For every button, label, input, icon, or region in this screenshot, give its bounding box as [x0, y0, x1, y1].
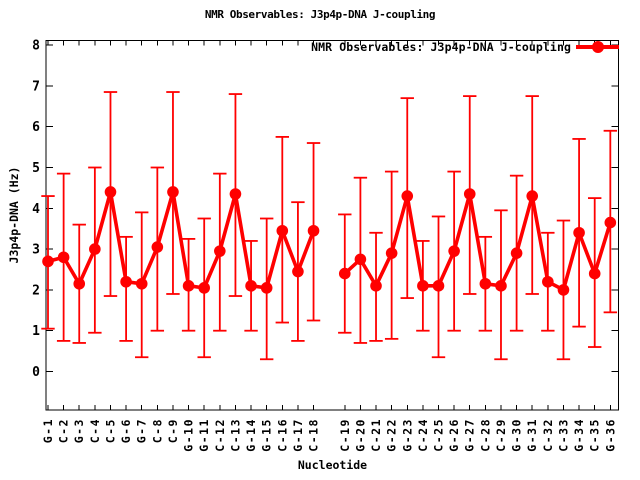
x-tick-label: C-29 [494, 418, 508, 452]
data-line [343, 193, 613, 293]
data-point [151, 241, 164, 253]
data-point [198, 282, 210, 294]
x-tick-label: G-30 [510, 418, 524, 452]
data-point [526, 190, 539, 202]
y-tick-label: 5 [32, 161, 40, 176]
data-point [135, 277, 148, 290]
y-tick-label: 2 [32, 283, 40, 298]
x-tick-label: C-9 [166, 418, 180, 443]
data-point [89, 243, 101, 255]
data-point [557, 284, 570, 296]
x-tick-label: C-21 [369, 418, 383, 452]
x-tick-label: G-14 [244, 418, 258, 452]
x-axis-title: Nucleotide [297, 458, 368, 472]
x-tick-label: G-10 [182, 418, 196, 452]
data-point [479, 277, 492, 290]
x-tick-label: C-33 [556, 418, 570, 452]
y-tick-label: 7 [32, 79, 40, 94]
x-tick-label: G-26 [447, 418, 461, 452]
x-tick-label: G-17 [291, 418, 305, 452]
data-point [42, 255, 54, 268]
data-point [417, 280, 429, 292]
x-tick-label: C-18 [307, 418, 321, 452]
data-point [245, 280, 257, 292]
data-point [354, 253, 367, 266]
x-tick-label: G-23 [400, 418, 414, 452]
x-tick-label: C-5 [103, 418, 117, 443]
data-point [495, 280, 507, 292]
y-axis-title: J3p4p-DNA (Hz) [7, 166, 21, 264]
y-tick-label: 3 [32, 243, 40, 258]
x-tick-label: G-7 [135, 418, 149, 443]
data-point [573, 226, 585, 239]
x-tick-label: G-3 [72, 418, 86, 443]
data-point [385, 247, 398, 259]
data-point [588, 267, 601, 280]
data-point [182, 280, 195, 292]
data-point [604, 216, 617, 229]
data-point [432, 280, 445, 292]
x-tick-label: G-11 [197, 418, 211, 452]
y-tick-label: 8 [32, 39, 40, 54]
data-point [104, 186, 117, 198]
data-point [463, 188, 476, 200]
x-tick-label: C-25 [432, 418, 446, 452]
x-tick-label: C-16 [275, 418, 289, 452]
x-tick-label: C-4 [88, 418, 102, 443]
data-point [73, 277, 86, 290]
data-point [229, 188, 242, 200]
x-tick-label: C-35 [588, 418, 602, 452]
data-point [542, 275, 554, 288]
data-point [120, 275, 132, 288]
x-tick-label: G-27 [463, 418, 477, 452]
y-tick-label: 6 [32, 120, 40, 135]
x-tick-label: G-1 [41, 418, 55, 443]
x-tick-label: G-20 [353, 418, 367, 452]
x-tick-label: C-19 [338, 418, 352, 452]
data-point [510, 247, 523, 259]
y-tick-label: 1 [32, 324, 40, 339]
data-point [57, 251, 70, 264]
x-tick-label: G-36 [603, 418, 617, 452]
x-tick-label: C-32 [541, 418, 555, 452]
data-point [338, 267, 351, 280]
x-tick-label: G-15 [260, 418, 274, 452]
data-point [214, 245, 226, 257]
x-tick-label: G-31 [525, 418, 539, 452]
data-point [401, 190, 414, 202]
x-tick-label: C-8 [150, 418, 164, 443]
x-tick-label: C-13 [228, 418, 242, 452]
y-tick-label: 4 [32, 202, 40, 217]
data-point [276, 224, 289, 237]
x-tick-label: C-2 [57, 418, 71, 443]
legend-line-sample [576, 41, 619, 53]
x-tick-label: C-28 [478, 418, 492, 452]
legend-point-marker [591, 41, 604, 53]
legend-label: NMR Observables: J3p4p-DNA J-coupling [311, 40, 571, 54]
x-tick-label: G-34 [572, 418, 586, 452]
data-point [167, 186, 179, 198]
data-point [370, 280, 382, 292]
x-tick-label: C-12 [213, 418, 227, 452]
data-line [47, 191, 316, 290]
x-tick-label: G-22 [385, 418, 399, 452]
data-point [307, 224, 320, 237]
chart-title: NMR Observables: J3p4p-DNA J-coupling [204, 8, 436, 21]
x-tick-label: C-24 [416, 418, 430, 452]
data-point [448, 245, 460, 257]
plot-border [45, 40, 619, 411]
legend: NMR Observables: J3p4p-DNA J-coupling [311, 40, 619, 54]
x-tick-label: G-6 [119, 418, 133, 443]
data-point [260, 282, 273, 294]
y-tick-label: 0 [32, 365, 40, 380]
data-point [292, 265, 304, 278]
